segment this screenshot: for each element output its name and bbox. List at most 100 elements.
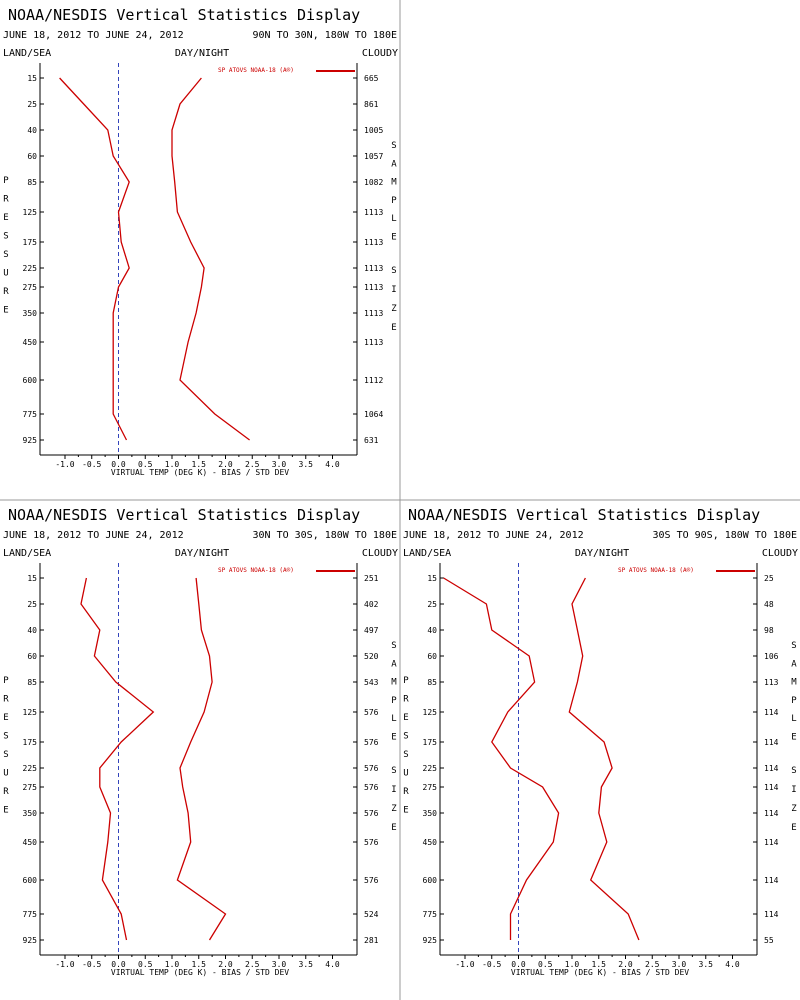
pressure-level-label: 225 xyxy=(23,764,38,773)
label-cloudy: CLOUDY xyxy=(762,548,798,559)
sample-size-label: 55 xyxy=(764,936,774,945)
pressure-level-label: 125 xyxy=(423,708,438,717)
size-axis-letter: E xyxy=(391,323,396,333)
header-title: NOAA/NESDIS Vertical Statistics Display xyxy=(408,506,760,524)
sample-size-label: 576 xyxy=(364,708,379,717)
pressure-level-label: 125 xyxy=(23,708,38,717)
x-tick-label: 1.5 xyxy=(592,960,607,969)
pressure-level-label: 175 xyxy=(423,738,438,747)
sample-axis-letter: A xyxy=(791,659,797,669)
chart-svg-sh: NOAA/NESDIS Vertical Statistics Display J… xyxy=(403,506,798,977)
x-tick-label: 0.0 xyxy=(511,960,526,969)
pressure-level-label: 275 xyxy=(23,283,38,292)
sample-size-label: 1113 xyxy=(364,208,383,217)
chart-svg-nh: NOAA/NESDIS Vertical Statistics Display J… xyxy=(3,6,398,477)
pressure-level-label: 40 xyxy=(27,626,37,635)
header-title: NOAA/NESDIS Vertical Statistics Display xyxy=(8,506,360,524)
pressure-level-label: 25 xyxy=(427,600,437,609)
x-tick-label: 3.0 xyxy=(272,460,287,469)
size-axis-letter: E xyxy=(391,823,396,833)
pressure-level-label: 925 xyxy=(23,936,38,945)
series-bias-line xyxy=(443,577,560,940)
sample-axis-letter: P xyxy=(391,196,397,206)
x-tick-label: 2.5 xyxy=(245,960,260,969)
pressure-level-label: 350 xyxy=(423,809,438,818)
pressure-level-label: 450 xyxy=(23,838,38,847)
pressure-level-label: 450 xyxy=(423,838,438,847)
sample-size-label: 524 xyxy=(364,910,379,919)
x-tick-label: 2.5 xyxy=(645,960,660,969)
pressure-level-label: 225 xyxy=(423,764,438,773)
chart-panel-sh: NOAA/NESDIS Vertical Statistics Display J… xyxy=(400,500,800,1000)
size-axis-letter: I xyxy=(791,785,796,795)
pressure-axis-letter: S xyxy=(403,732,408,742)
series-stddev-line xyxy=(171,77,250,441)
pressure-level-label: 225 xyxy=(23,264,38,273)
x-tick-label: -1.0 xyxy=(455,960,474,969)
sample-size-label: 1113 xyxy=(364,309,383,318)
pressure-level-label: 350 xyxy=(23,809,38,818)
size-axis-letter: E xyxy=(791,823,796,833)
x-tick-label: 4.0 xyxy=(725,960,740,969)
region-label: 30S TO 90S, 180W TO 180E xyxy=(653,530,798,541)
x-tick-label: 3.5 xyxy=(299,460,314,469)
pressure-axis-letter: R xyxy=(3,287,9,297)
pressure-axis-letter: E xyxy=(3,213,8,223)
pressure-level-label: 125 xyxy=(23,208,38,217)
x-tick-label: 1.5 xyxy=(192,460,207,469)
pressure-axis-letter: R xyxy=(3,787,9,797)
pressure-axis-letter: U xyxy=(3,769,8,779)
pressure-axis-letter: S xyxy=(3,232,8,242)
legend-label: SP ATOVS NOAA-18 (A®) xyxy=(618,567,694,574)
x-tick-label: 3.5 xyxy=(299,960,314,969)
sample-size-label: 1113 xyxy=(364,338,383,347)
chart-svg-tropics: NOAA/NESDIS Vertical Statistics Display J… xyxy=(3,506,398,977)
label-land-sea: LAND/SEA xyxy=(3,48,51,59)
sample-size-label: 114 xyxy=(764,708,779,717)
sample-size-label: 576 xyxy=(364,809,379,818)
x-tick-label: 1.0 xyxy=(165,960,180,969)
sample-size-label: 1113 xyxy=(364,283,383,292)
label-day-night: DAY/NIGHT xyxy=(575,548,629,559)
sample-axis-letter: M xyxy=(391,678,397,688)
pressure-axis-letter: E xyxy=(3,306,8,316)
sample-size-label: 114 xyxy=(764,910,779,919)
pressure-level-label: 85 xyxy=(27,178,37,187)
sample-axis-letter: M xyxy=(391,178,397,188)
series-stddev-line xyxy=(176,577,227,941)
x-tick-label: -0.5 xyxy=(82,960,101,969)
label-day-night: DAY/NIGHT xyxy=(175,548,229,559)
sample-size-label: 576 xyxy=(364,783,379,792)
sample-size-label: 543 xyxy=(364,678,379,687)
sample-size-label: 1064 xyxy=(364,410,383,419)
series-bias-line xyxy=(59,77,130,441)
pressure-level-label: 85 xyxy=(427,678,437,687)
pressure-level-label: 275 xyxy=(423,783,438,792)
sample-axis-letter: E xyxy=(391,233,396,243)
chart-panel-nh: NOAA/NESDIS Vertical Statistics Display J… xyxy=(0,0,400,500)
pressure-level-label: 40 xyxy=(27,126,37,135)
pressure-level-label: 450 xyxy=(23,338,38,347)
x-tick-label: -1.0 xyxy=(55,960,74,969)
x-axis-label: VIRTUAL TEMP (DEG K) - BIAS / STD DEV xyxy=(111,468,289,477)
pressure-level-label: 25 xyxy=(27,600,37,609)
pressure-level-label: 275 xyxy=(23,783,38,792)
x-tick-label: 2.0 xyxy=(218,460,233,469)
sample-size-label: 1082 xyxy=(364,178,383,187)
x-tick-label: -0.5 xyxy=(482,960,501,969)
sample-size-label: 1057 xyxy=(364,152,383,161)
pressure-axis-letter: E xyxy=(403,806,408,816)
pressure-axis-letter: E xyxy=(403,713,408,723)
sample-axis-letter: L xyxy=(391,714,396,724)
header-title: NOAA/NESDIS Vertical Statistics Display xyxy=(8,6,360,24)
x-tick-label: 0.5 xyxy=(538,960,553,969)
x-tick-label: -1.0 xyxy=(55,460,74,469)
sample-size-label: 25 xyxy=(764,574,774,583)
x-tick-label: 2.0 xyxy=(218,960,233,969)
sample-axis-letter: L xyxy=(391,214,396,224)
label-cloudy: CLOUDY xyxy=(362,48,398,59)
x-tick-label: 1.5 xyxy=(192,960,207,969)
sample-size-label: 1113 xyxy=(364,264,383,273)
pressure-level-label: 775 xyxy=(423,910,438,919)
pressure-level-label: 350 xyxy=(23,309,38,318)
